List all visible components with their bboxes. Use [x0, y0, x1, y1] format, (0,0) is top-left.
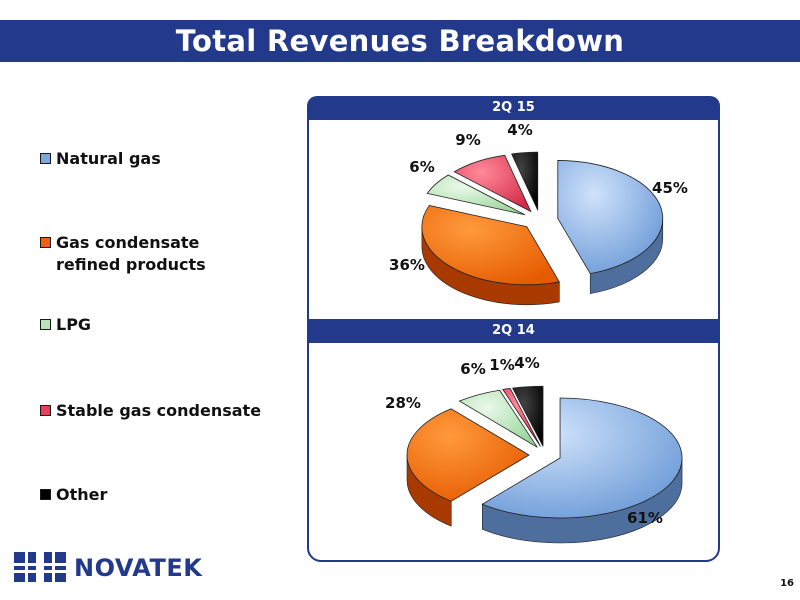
pie-slice-stable-gas-condensate [453, 154, 532, 213]
data-label-other: 4% [507, 121, 532, 139]
legend-swatch [40, 153, 51, 164]
legend-label: LPG [56, 315, 92, 334]
novatek-logo: NOVATEK [12, 548, 212, 588]
legend-label: Natural gas [56, 149, 161, 168]
data-label-gas-condensate-refined-products: 28% [385, 394, 421, 412]
pie-slice-gas-condensate-refined-products [406, 408, 530, 502]
page-number: 16 [780, 578, 794, 589]
legend-swatch [40, 319, 51, 330]
legend-swatch [40, 237, 51, 248]
pie-slice-natural-gas [557, 160, 664, 275]
legend-label: Other [56, 485, 108, 504]
pie-slice-other [512, 385, 544, 447]
pie-slice-natural-gas [481, 397, 683, 519]
data-label-other: 4% [514, 354, 539, 372]
data-label-natural-gas: 45% [652, 179, 688, 197]
data-label-lpg: 6% [460, 360, 485, 378]
data-label-stable-gas-condensate: 1% [489, 356, 514, 374]
data-label-gas-condensate-refined-products: 36% [389, 256, 425, 274]
pie-slice-gas-condensate-refined-products [421, 204, 560, 286]
chart-header-2q14: 2Q 14 [307, 319, 720, 343]
pie-slice-lpg [458, 389, 538, 448]
legend-swatch [40, 489, 51, 500]
chart-header-2q15: 2Q 15 [307, 96, 720, 120]
legend-swatch [40, 405, 51, 416]
pie-slice-other [511, 151, 539, 211]
legend-label: Gas condensate refined products [56, 233, 206, 274]
pie-slice-lpg [426, 174, 525, 216]
legend-label: Stable gas condensate [56, 401, 262, 420]
data-label-lpg: 6% [409, 158, 434, 176]
novatek-logo-mark [12, 548, 68, 588]
slide-title: Total Revenues Breakdown [0, 20, 800, 62]
novatek-logo-text: NOVATEK [74, 554, 203, 582]
data-label-natural-gas: 61% [627, 509, 663, 527]
pie-slice-stable-gas-condensate [502, 388, 541, 447]
data-label-stable-gas-condensate: 9% [455, 131, 480, 149]
